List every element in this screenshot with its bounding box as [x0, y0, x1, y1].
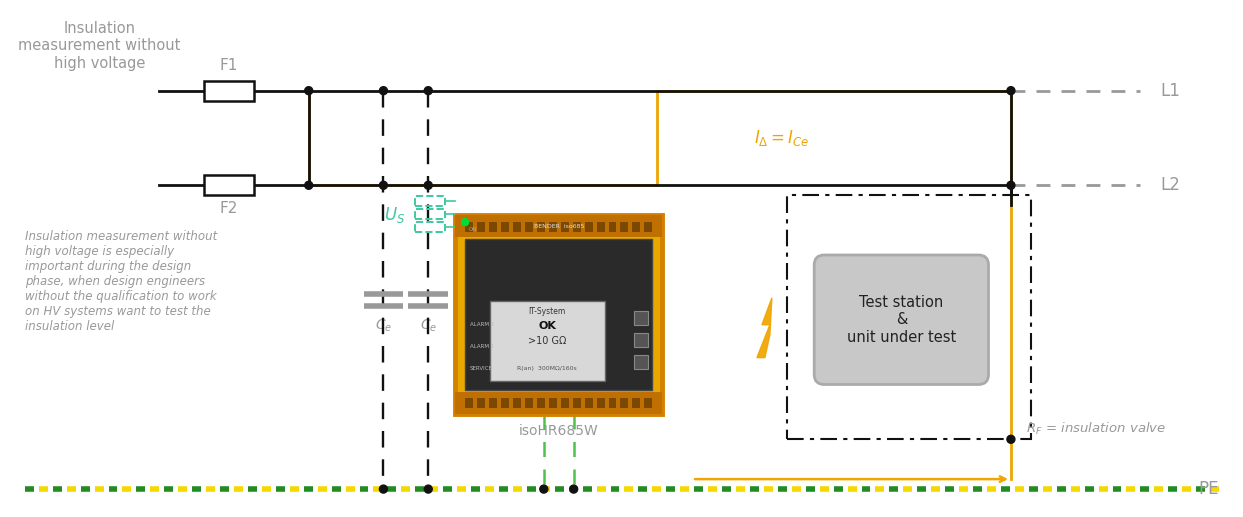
Bar [455, 392, 663, 415]
Text: PE: PE [1198, 480, 1218, 498]
Text: SERVICE: SERVICE [470, 366, 493, 371]
Bar [513, 222, 521, 232]
Text: $U_S$: $U_S$ [384, 205, 405, 225]
Bar [573, 222, 580, 232]
Bar [609, 399, 617, 408]
Bar [488, 399, 497, 408]
Bar [465, 222, 474, 232]
Text: >10 GΩ: >10 GΩ [528, 336, 567, 346]
Circle shape [379, 181, 388, 189]
Bar [597, 222, 604, 232]
Text: ALARM 1: ALARM 1 [470, 344, 495, 349]
Text: IT-System: IT-System [528, 307, 566, 316]
Text: L2: L2 [1160, 176, 1180, 194]
Bar [584, 399, 593, 408]
Bar [584, 222, 593, 232]
Bar [573, 399, 580, 408]
Circle shape [1007, 435, 1014, 443]
Bar [787, 195, 1030, 439]
Bar [609, 222, 617, 232]
Text: R(an)  300MΩ/160s: R(an) 300MΩ/160s [517, 366, 577, 371]
Bar [633, 222, 640, 232]
Text: $R_F$ = insulation valve: $R_F$ = insulation valve [1025, 421, 1166, 437]
Bar [620, 222, 629, 232]
Text: isoHR685W: isoHR685W [518, 424, 599, 438]
Circle shape [424, 87, 433, 95]
Text: ON: ON [469, 226, 477, 232]
Bar [644, 222, 653, 232]
Bar [548, 222, 557, 232]
Bar [633, 399, 640, 408]
Circle shape [424, 181, 433, 189]
Bar [501, 399, 508, 408]
Circle shape [424, 485, 433, 493]
Circle shape [305, 87, 313, 95]
Bar [537, 222, 544, 232]
Bar [204, 175, 254, 195]
Bar [415, 209, 445, 219]
Bar [490, 301, 604, 381]
Bar [465, 399, 474, 408]
Text: $I_\Delta = I_{Ce}$: $I_\Delta = I_{Ce}$ [755, 128, 809, 148]
Circle shape [305, 181, 313, 189]
Text: F1: F1 [220, 58, 239, 73]
Bar [620, 399, 629, 408]
Circle shape [1007, 181, 1014, 189]
Bar [634, 311, 649, 325]
Bar [415, 196, 445, 206]
Bar [525, 399, 533, 408]
Bar [548, 399, 557, 408]
Bar [465, 239, 653, 390]
Bar [561, 222, 569, 232]
Bar [477, 222, 485, 232]
Bar [597, 399, 604, 408]
Circle shape [1007, 87, 1014, 95]
Bar [204, 81, 254, 101]
Circle shape [379, 485, 388, 493]
Bar [513, 399, 521, 408]
Text: Insulation
measurement without
high voltage: Insulation measurement without high volt… [19, 21, 180, 71]
Text: $C_e$: $C_e$ [420, 318, 436, 334]
Text: Test station
&
unit under test: Test station & unit under test [846, 295, 956, 345]
Text: L1: L1 [1160, 82, 1180, 100]
Circle shape [569, 485, 578, 493]
Text: F2: F2 [220, 201, 239, 216]
Bar [634, 333, 649, 347]
Bar [455, 215, 663, 415]
Text: $C_e$: $C_e$ [375, 318, 392, 334]
Bar [537, 399, 544, 408]
Circle shape [539, 485, 548, 493]
Text: Insulation measurement without
high voltage is especially
important during the d: Insulation measurement without high volt… [25, 230, 218, 333]
Bar [488, 222, 497, 232]
Bar [634, 355, 649, 369]
Circle shape [461, 219, 469, 225]
Text: BENDER  iso685: BENDER iso685 [533, 224, 584, 229]
Circle shape [379, 87, 388, 95]
Bar [561, 399, 569, 408]
Bar [477, 399, 485, 408]
FancyBboxPatch shape [814, 255, 988, 385]
Text: OK: OK [538, 322, 556, 331]
Text: ALARM 2: ALARM 2 [470, 322, 495, 327]
Bar [501, 222, 508, 232]
Bar [455, 215, 663, 237]
Polygon shape [757, 298, 772, 358]
Bar [644, 399, 653, 408]
Bar [525, 222, 533, 232]
Bar [415, 222, 445, 232]
